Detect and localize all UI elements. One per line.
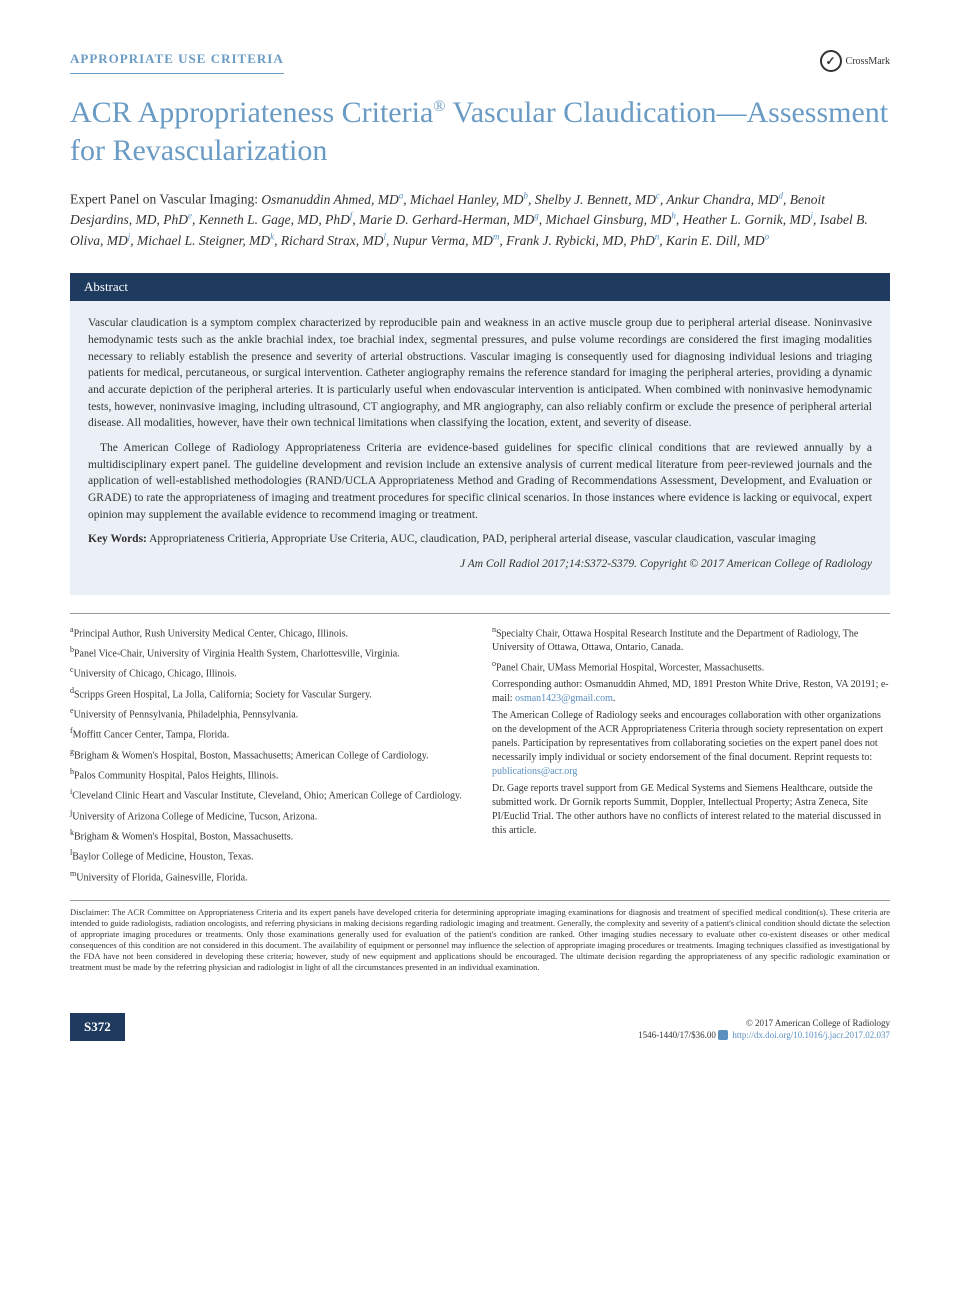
affiliations: aPrincipal Author, Rush University Medic… (70, 613, 890, 888)
author-name: Shelby J. Bennett, MD (535, 192, 656, 207)
copyright-line: © 2017 American College of Radiology (638, 1018, 890, 1030)
abstract-body: Vascular claudication is a symptom compl… (70, 301, 890, 594)
citation: J Am Coll Radiol 2017;14:S372-S379. Copy… (88, 556, 872, 573)
crossmark-icon: ✓ (820, 50, 842, 72)
panel-prefix: Expert Panel on Vascular Imaging: (70, 192, 261, 207)
author-name: Kenneth L. Gage, MD, PhD (199, 212, 350, 227)
affiliation-item: nSpecialty Chair, Ottawa Hospital Resear… (492, 624, 890, 655)
author-name: Marie D. Gerhard-Herman, MD (359, 212, 534, 227)
author-name: Michael Ginsburg, MD (545, 212, 671, 227)
affiliation-item: aPrincipal Author, Rush University Medic… (70, 624, 468, 641)
disclaimer: Disclaimer: The ACR Committee on Appropr… (70, 900, 890, 973)
affiliation-item: eUniversity of Pennsylvania, Philadelphi… (70, 705, 468, 722)
title-prefix: ACR Appropriateness Criteria (70, 96, 433, 129)
author-name: Richard Strax, MD (281, 233, 384, 248)
affiliation-item: fMoffitt Cancer Center, Tampa, Florida. (70, 725, 468, 742)
author-name: Michael L. Steigner, MD (137, 233, 270, 248)
affiliation-item: jUniversity of Arizona College of Medici… (70, 807, 468, 824)
author-name: Ankur Chandra, MD (666, 192, 778, 207)
affiliation-item: hPalos Community Hospital, Palos Heights… (70, 766, 468, 783)
crossmark-badge[interactable]: ✓ CrossMark (820, 50, 890, 72)
author-name: Karin E. Dill, MD (666, 233, 765, 248)
affiliation-item: lBaylor College of Medicine, Houston, Te… (70, 847, 468, 864)
author-name: Frank J. Rybicki, MD, PhD (506, 233, 655, 248)
keywords-text: Appropriateness Critieria, Appropriate U… (147, 533, 816, 545)
affiliation-item: kBrigham & Women's Hospital, Boston, Mas… (70, 827, 468, 844)
crossmark-label: CrossMark (846, 56, 890, 67)
registered-mark: ® (433, 98, 445, 115)
keywords: Key Words: Appropriateness Critieria, Ap… (88, 531, 872, 548)
abstract-header: Abstract (70, 273, 890, 301)
author-affil-sup[interactable]: o (765, 232, 770, 242)
affiliation-item: dScripps Green Hospital, La Jolla, Calif… (70, 685, 468, 702)
page-number: S372 (70, 1013, 125, 1041)
affiliation-item: bPanel Vice-Chair, University of Virgini… (70, 644, 468, 661)
reprint-email-link[interactable]: publications@acr.org (492, 766, 577, 777)
affiliation-item: oPanel Chair, UMass Memorial Hospital, W… (492, 658, 890, 675)
author-list: Expert Panel on Vascular Imaging: Osmanu… (70, 189, 890, 251)
author-name: Osmanuddin Ahmed, MD (261, 192, 398, 207)
affiliation-item: mUniversity of Florida, Gainesville, Flo… (70, 868, 468, 885)
issn-line: 1546-1440/17/$36.00 (638, 1030, 718, 1040)
affiliation-item: cUniversity of Chicago, Chicago, Illinoi… (70, 664, 468, 681)
affiliations-left-column: aPrincipal Author, Rush University Medic… (70, 624, 468, 888)
section-label: APPROPRIATE USE CRITERIA (70, 51, 284, 74)
collaboration-note: The American College of Radiology seeks … (492, 709, 890, 779)
article-title: ACR Appropriateness Criteria® Vascular C… (70, 94, 890, 169)
abstract-paragraph-2: The American College of Radiology Approp… (88, 440, 872, 523)
doi-icon (718, 1030, 728, 1040)
conflict-of-interest: Dr. Gage reports travel support from GE … (492, 782, 890, 838)
corresponding-author: Corresponding author: Osmanuddin Ahmed, … (492, 678, 890, 706)
affiliations-right-column: nSpecialty Chair, Ottawa Hospital Resear… (492, 624, 890, 888)
affiliation-item: gBrigham & Women's Hospital, Boston, Mas… (70, 746, 468, 763)
author-name: Michael Hanley, MD (410, 192, 524, 207)
page-footer: S372 © 2017 American College of Radiolog… (70, 1013, 890, 1041)
corresponding-email-link[interactable]: osman1423@gmail.com (515, 693, 613, 704)
doi-link[interactable]: http://dx.doi.org/10.1016/j.jacr.2017.02… (732, 1030, 890, 1040)
author-name: Nupur Verma, MD (393, 233, 493, 248)
footer-right: © 2017 American College of Radiology 154… (638, 1018, 890, 1041)
affiliation-item: iCleveland Clinic Heart and Vascular Ins… (70, 786, 468, 803)
keywords-label: Key Words: (88, 533, 147, 545)
abstract-paragraph-1: Vascular claudication is a symptom compl… (88, 315, 872, 432)
author-name: Heather L. Gornik, MD (683, 212, 811, 227)
